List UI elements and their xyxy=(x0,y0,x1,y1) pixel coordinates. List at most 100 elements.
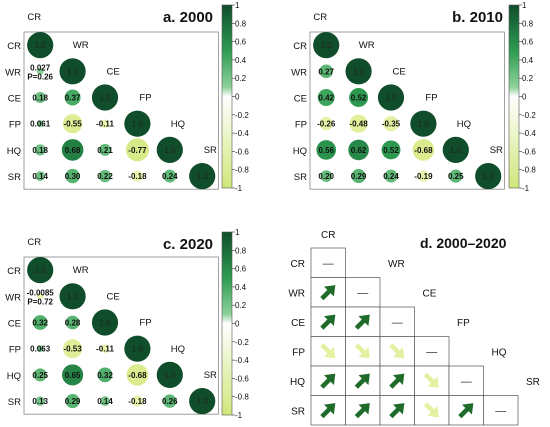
panel-title: b. 2010 xyxy=(452,9,503,26)
correlation-value: 0.20 xyxy=(318,172,334,181)
correlation-value: 0.24 xyxy=(383,172,399,181)
correlation-value: -0.19 xyxy=(414,172,433,181)
table-cell xyxy=(379,306,415,337)
arrow-down-right-icon xyxy=(354,343,370,359)
correlation-value: 0.37 xyxy=(65,94,81,103)
correlation-circle xyxy=(317,89,335,106)
diagonal-dash: — xyxy=(495,405,506,417)
colorbar-tick-label: -1 xyxy=(235,184,243,193)
diag-variable-label: CR xyxy=(27,12,41,23)
row-label: FP xyxy=(295,120,307,131)
correlation-value: -0.55 xyxy=(63,120,82,129)
correlation-value: 0.061 xyxy=(30,120,51,129)
correlation-circle xyxy=(36,345,44,353)
diagonal-value: 1.0 xyxy=(35,41,47,50)
diag-variable-label: SR xyxy=(204,370,217,381)
correlation-value: 0.14 xyxy=(97,397,113,406)
correlation-value: 0.42 xyxy=(318,94,334,103)
row-label: SR xyxy=(8,172,21,183)
arrow-up-right-icon xyxy=(320,373,336,389)
correlation-value: -0.53 xyxy=(63,345,82,354)
diagonal-dash: — xyxy=(357,287,368,299)
colorbar xyxy=(221,4,233,189)
correlation-value: -0.11 xyxy=(96,345,114,354)
diag-variable-label: SR xyxy=(204,145,217,156)
correlation-value: 0.24 xyxy=(162,172,178,181)
correlation-circle xyxy=(100,344,110,354)
correlation-value: -0.48 xyxy=(349,120,368,129)
correlation-value: 0.62 xyxy=(351,146,367,155)
arrow-up-right-icon xyxy=(389,373,405,389)
diagonal-value: 1.0 xyxy=(35,266,47,275)
correlation-value: 0.18 xyxy=(32,146,48,155)
colorbar-tick-label: 0.2 xyxy=(522,74,534,83)
correlation-value: -0.35 xyxy=(382,120,401,129)
diag-variable-label: HQ xyxy=(171,119,185,130)
table-cell xyxy=(448,365,484,396)
correlation-circle xyxy=(35,171,46,182)
correlation-circle xyxy=(319,64,334,79)
correlation-circle xyxy=(417,170,430,182)
diag-variable-label: WR xyxy=(359,40,375,51)
correlation-circle xyxy=(449,169,463,183)
diag-variable-label: WR xyxy=(73,265,89,276)
diag-variable-label: HQ xyxy=(171,344,185,355)
arrow-up-right-icon xyxy=(320,403,336,419)
correlation-value: 0.26 xyxy=(162,397,178,406)
diagonal-value: 1.0 xyxy=(164,146,176,155)
diagonal-value: 1.0 xyxy=(385,94,397,103)
correlation-circle xyxy=(32,315,48,330)
colorbar-tick-label: 1 xyxy=(522,1,527,10)
diagonal-circle xyxy=(377,84,405,111)
row-label: FP xyxy=(292,347,305,358)
colorbar-tick-label: -0.8 xyxy=(235,393,249,402)
diagonal-value: 1.0 xyxy=(67,67,79,76)
colorbar-tick-label: -0.6 xyxy=(522,147,536,156)
diagonal-dash: — xyxy=(392,317,403,329)
diagonal-circle xyxy=(313,31,340,59)
diag-variable-label: CR xyxy=(313,12,327,23)
panel-2: c. 2020 CR CR WR WR CE CE FP FP HQ HQ SR SR 1.0 1.0 1.0… xyxy=(5,228,249,420)
correlation-value: -0.26 xyxy=(317,120,336,129)
correlation-circle xyxy=(35,396,45,406)
correlation-value: -0.77 xyxy=(128,146,147,155)
colorbar-tick-label: 0.4 xyxy=(235,283,247,292)
row-label: CR xyxy=(291,259,305,270)
correlation-value: 0.25 xyxy=(32,371,48,380)
arrow-up-right-icon xyxy=(389,403,405,419)
correlation-circle xyxy=(36,120,44,128)
diagonal-value: 1.0 xyxy=(132,120,144,129)
colorbar-tick-label: -1 xyxy=(235,411,243,420)
colorbar-tick-label: 0.4 xyxy=(235,56,247,65)
row-label: WR xyxy=(5,292,21,303)
diagonal-circle xyxy=(345,58,372,85)
row-label: SR xyxy=(8,397,21,408)
diagonal-dash: — xyxy=(461,376,472,388)
diag-variable-label: CE xyxy=(392,66,405,77)
diagonal-value: 1.0 xyxy=(99,319,111,328)
colorbar-tick-label: -0.4 xyxy=(522,129,536,138)
diagonal-value: 1.0 xyxy=(67,292,79,301)
correlation-circle xyxy=(131,395,143,407)
correlation-circle xyxy=(34,91,46,104)
row-label: FP xyxy=(9,345,21,356)
correlation-circle xyxy=(316,140,337,160)
correlation-circle xyxy=(349,88,369,107)
colorbar-tick-label: 0 xyxy=(522,93,527,102)
column-label: WR xyxy=(388,259,405,270)
colorbar-tick-label: 0 xyxy=(235,320,240,329)
correlation-value: 0.21 xyxy=(97,146,113,155)
row-label: HQ xyxy=(7,146,21,157)
correlation-circle xyxy=(412,139,435,161)
correlation-circle xyxy=(163,394,177,408)
diagonal-circle xyxy=(410,110,437,137)
diagonal-circle xyxy=(124,335,151,362)
correlation-circle xyxy=(97,367,113,383)
colorbar-tick-label: -0.4 xyxy=(235,356,249,365)
correlation-circle xyxy=(349,114,368,133)
arrow-up-right-icon xyxy=(320,314,336,330)
correlation-value: -0.18 xyxy=(128,172,147,181)
p-value-label: P=0.72 xyxy=(27,297,53,306)
diagonal-value: 1.0 xyxy=(164,371,176,380)
